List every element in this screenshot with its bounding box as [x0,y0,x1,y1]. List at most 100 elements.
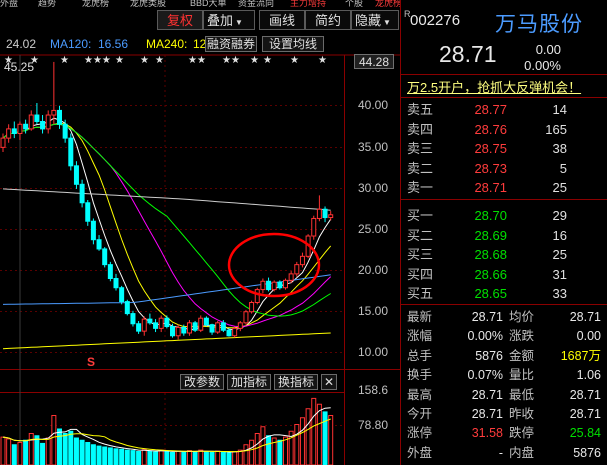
ma120-line [2,274,331,305]
candle-body [158,317,164,329]
volume-bar [153,451,159,465]
candle-body [266,280,272,291]
candle-body [141,318,147,332]
volume-bar [28,433,34,465]
stat-value: 28.71 [569,407,601,421]
top-nav-item[interactable]: 主力增持 [290,0,327,8]
stat-value: 5876 [475,348,503,363]
candle-body [6,128,12,139]
stat-row: 最新 28.71 均价 28.71 [401,308,607,327]
volume-ma-lines [2,407,331,453]
ask-label: 卖三 [407,141,434,157]
candle-body [243,311,249,324]
overlay-button[interactable]: 叠加 ▼ [203,10,255,30]
stat-label: 总手 [407,348,433,363]
ask-row[interactable]: 卖一 28.71 25 [401,178,607,197]
price-axis-tick: 15.00 [358,304,389,318]
candle-body [62,123,68,139]
top-nav-item[interactable]: 资金流向 [238,0,275,8]
hide-button[interactable]: 隐藏 ▼ [351,10,399,30]
ask-row[interactable]: 卖三 28.75 38 [401,139,607,158]
top-nav-item[interactable]: 龙虎类股 [130,0,167,8]
volume-bar [79,439,85,465]
volume-bar [113,448,119,465]
top-nav-item[interactable]: BBD大单 [190,0,227,8]
bid-price: 28.68 [474,247,507,263]
candle-body [147,318,153,324]
price-axis-tick: 30.00 [358,181,389,195]
stat-row: 总手 5876 金额 1687万 [401,347,607,366]
ask-row[interactable]: 卖五 28.77 14 [401,100,607,119]
volume-bar [288,430,294,465]
volume-bar [62,433,68,465]
volume-bar [277,439,283,465]
candle-body [28,114,34,130]
s-marker: S [87,355,96,369]
margin-trading-button[interactable]: 融资融券 [205,36,257,52]
bid-row[interactable]: 买四 28.66 31 [401,265,607,284]
candle-body [192,322,198,331]
volume-bar [181,451,187,465]
candle-body [119,287,125,303]
candle-body [299,255,305,266]
volume-bar [232,451,238,465]
stat-label: 昨收 [509,407,535,421]
current-price: 28.71 [439,41,497,67]
volume-bar [130,450,136,465]
volume-bar [249,439,255,465]
top-nav-item[interactable]: 趋势 [38,0,57,8]
draw-line-button[interactable]: 画线 [259,10,305,30]
candle-body [107,264,113,279]
promo-link[interactable]: 万2.5开户，抢抓大反弹机会！ [407,80,582,95]
top-nav-item[interactable]: 龙虎榜 [82,0,110,8]
bid-row[interactable]: 买三 28.68 25 [401,245,607,264]
candle-body [203,317,209,326]
stat-row: 外盘 - 内盘 5876 [401,444,607,463]
candle-body [57,109,62,125]
close-icon[interactable]: ✕ [321,374,337,390]
stat-value: 28.71 [471,407,503,421]
change-params-button[interactable]: 改参数 [180,374,224,390]
volume-bar [266,435,272,465]
ma-settings-button[interactable]: 设置均线 [262,36,324,52]
stat-label: 涨幅 [407,329,433,344]
simple-button[interactable]: 简约 [305,10,351,30]
bid-row[interactable]: 买一 28.70 29 [401,206,607,225]
volume-bar [203,451,209,465]
volume-bar [45,437,51,465]
top-nav-item[interactable]: 龙虎榜单 [375,0,400,8]
fuquan-button[interactable]: 复权 [157,10,203,30]
ask-volume: 5 [559,160,567,176]
add-indicator-button[interactable]: 加指标 [227,374,271,390]
kline-chart[interactable]: ★ ★ ★ ★★★ ★ ★ ★ ★★ ★★ ★ ★ ★ ★ [0,0,400,465]
stat-label: 金额 [509,348,535,363]
bid-row[interactable]: 买五 28.65 33 [401,284,607,303]
candle-body [153,322,159,329]
candle-body [45,114,51,130]
ask-price: 28.71 [474,180,507,196]
candle-body [226,329,232,337]
bid-volume: 31 [552,266,567,282]
bid-row[interactable]: 买二 28.69 16 [401,226,607,245]
ask-row[interactable]: 卖二 28.73 5 [401,159,607,178]
highlight-circle [227,232,321,298]
volume-bar [119,448,125,465]
ask-row[interactable]: 卖四 28.76 165 [401,120,607,139]
svg-text:★★★: ★★★ [84,55,111,66]
switch-indicator-button[interactable]: 换指标 [274,374,318,390]
candle-body [85,202,91,222]
top-nav-item[interactable]: 个股 [345,0,364,8]
bid-label: 买三 [407,247,434,263]
volume-bar [11,444,17,465]
top-nav-item[interactable]: 外盘 [0,0,19,8]
add-indicator-label: 加指标 [230,375,267,389]
price-axis-tick: 10.00 [358,345,389,359]
volume-bar [271,437,277,465]
candle-body [209,324,215,333]
close-icon-glyph: ✕ [323,375,335,389]
candle-body [124,301,130,315]
stat-label: 最新 [407,310,433,324]
candle-body [328,214,334,219]
candle-body [90,220,96,241]
ma60-value: 24.02 [6,37,37,51]
